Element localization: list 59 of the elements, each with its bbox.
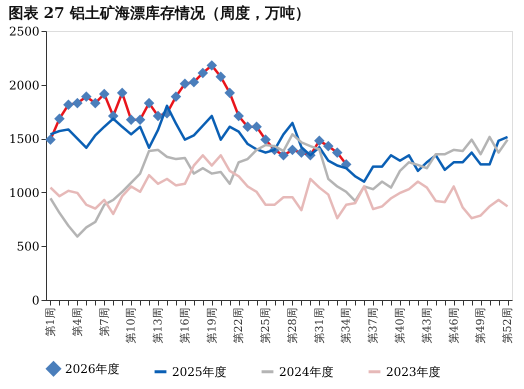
x-tick-label: 第31周 <box>312 308 326 344</box>
point <box>45 134 56 145</box>
x-tick-label: 第1周 <box>44 308 57 336</box>
x-tick-label: 第43周 <box>420 308 434 344</box>
x-tick-label: 第49周 <box>474 308 488 344</box>
point <box>81 91 92 102</box>
point <box>216 71 226 82</box>
point <box>180 78 190 89</box>
x-tick-label: 第22周 <box>232 308 246 344</box>
y-tick-label: 0 <box>32 294 40 308</box>
point <box>224 88 235 98</box>
x-tick-label: 第19周 <box>205 308 218 344</box>
x-tick-label: 第10周 <box>124 308 138 344</box>
legend-label: 2026年度 <box>65 362 120 376</box>
point <box>251 122 262 132</box>
point <box>260 134 271 145</box>
point <box>332 147 342 158</box>
point <box>90 98 101 108</box>
chart-title: 图表 27 铝土矿海漂库存情况（周度，万吨） <box>8 4 310 22</box>
point <box>144 98 154 108</box>
point <box>287 144 298 156</box>
y-tick-label: 500 <box>16 240 40 254</box>
x-tick-label: 第16周 <box>178 308 192 344</box>
point <box>233 110 244 122</box>
point <box>116 88 128 98</box>
y-tick-label: 1000 <box>8 186 40 200</box>
point <box>323 140 334 152</box>
y-tick-label: 2500 <box>8 24 40 38</box>
point <box>152 110 164 122</box>
x-tick-label: 第46周 <box>447 308 460 344</box>
y-tick-label: 2000 <box>8 78 40 92</box>
line-series <box>49 133 509 238</box>
point <box>54 113 65 124</box>
legend-label: 2025年度 <box>172 364 227 379</box>
x-tick-label: 第28周 <box>286 308 299 344</box>
point <box>198 68 208 78</box>
point <box>314 136 325 146</box>
point <box>188 76 200 88</box>
point <box>242 122 253 132</box>
legend-label: 2024年度 <box>279 364 334 379</box>
x-tick-label: 第40周 <box>393 308 406 344</box>
x-tick-label: 第4周 <box>70 308 84 336</box>
point <box>126 114 136 126</box>
line-series <box>49 154 509 220</box>
point <box>206 60 218 71</box>
x-tick-label: 第34周 <box>340 308 353 344</box>
x-tick-label: 第13周 <box>152 308 165 344</box>
point <box>170 91 182 102</box>
point <box>72 98 83 108</box>
x-tick-label: 第25周 <box>259 308 272 344</box>
x-tick-label: 第37周 <box>366 308 380 344</box>
legend-label: 2023年度 <box>386 364 441 379</box>
y-tick-label: 1500 <box>8 132 40 146</box>
point <box>99 88 110 100</box>
x-tick-label: 第7周 <box>98 308 111 336</box>
x-tick-label: 第52周 <box>501 308 514 344</box>
point <box>278 150 289 161</box>
point <box>134 114 146 126</box>
point <box>63 99 74 110</box>
